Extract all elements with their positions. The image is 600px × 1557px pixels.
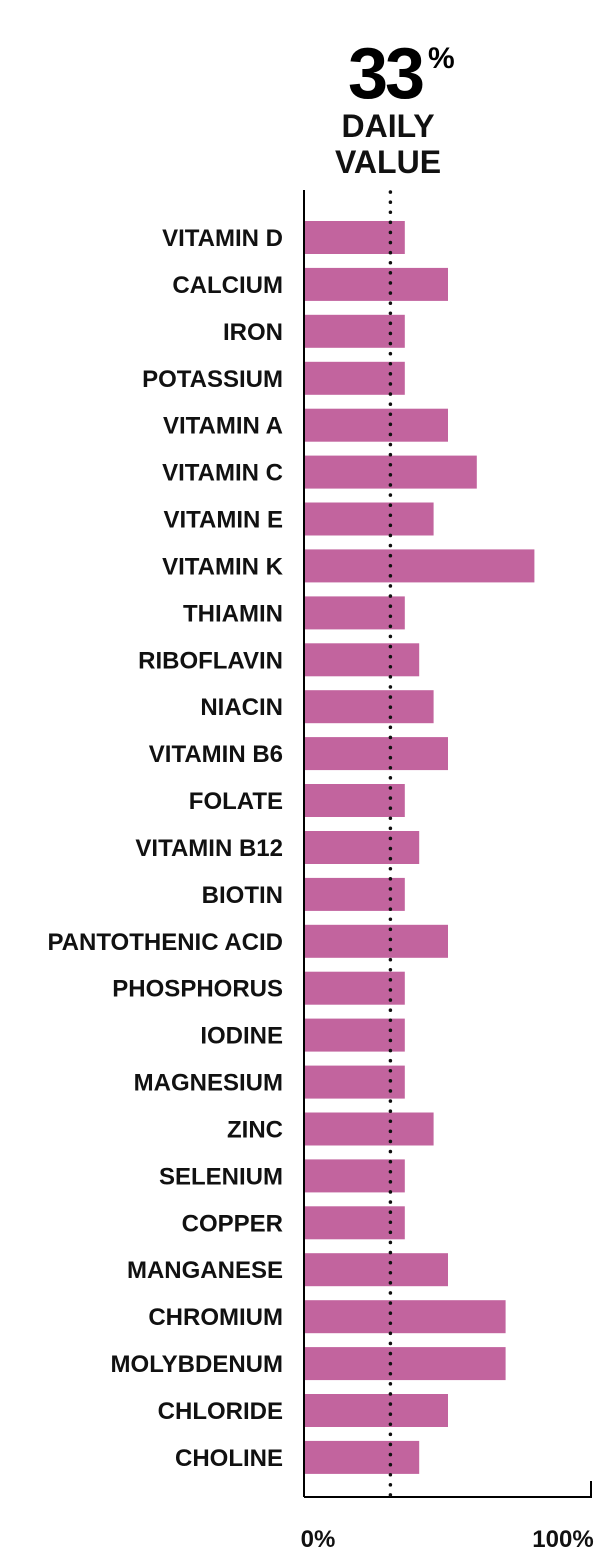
category-label-choline: CHOLINE	[175, 1445, 283, 1472]
bar-potassium	[304, 361, 405, 395]
bar-vitamin-a	[304, 408, 448, 442]
daily-value-caption-line1: DAILY	[341, 108, 434, 144]
x-tick-label-max: 100%	[532, 1526, 593, 1553]
bar-riboflavin	[304, 643, 420, 677]
category-label-molybdenum: MOLYBDENUM	[111, 1351, 283, 1378]
category-label-selenium: SELENIUM	[159, 1163, 283, 1190]
category-label-pantothenic-acid: PANTOTHENIC ACID	[47, 929, 283, 956]
category-label-iodine: IODINE	[200, 1023, 283, 1050]
bar-vitamin-b6	[304, 737, 448, 771]
category-label-vitamin-e: VITAMIN E	[163, 507, 283, 534]
bar-niacin	[304, 690, 434, 724]
category-label-vitamin-k: VITAMIN K	[162, 553, 284, 580]
category-label-vitamin-d: VITAMIN D	[162, 225, 283, 252]
bar-thiamin	[304, 596, 405, 630]
bar-molybdenum	[304, 1347, 506, 1381]
daily-value-header: 33 % DAILY VALUE	[335, 34, 455, 180]
category-label-chromium: CHROMIUM	[148, 1304, 283, 1331]
category-label-niacin: NIACIN	[200, 694, 283, 721]
daily-value-number: 33	[348, 34, 423, 114]
category-label-vitamin-b6: VITAMIN B6	[149, 741, 283, 768]
category-label-zinc: ZINC	[227, 1117, 283, 1144]
bar-magnesium	[304, 1065, 405, 1099]
bar-manganese	[304, 1253, 448, 1287]
bar-selenium	[304, 1159, 405, 1193]
bar-biotin	[304, 877, 405, 911]
category-label-riboflavin: RIBOFLAVIN	[138, 647, 283, 674]
bar-choline	[304, 1440, 420, 1474]
bar-calcium	[304, 267, 448, 301]
bar-zinc	[304, 1112, 434, 1146]
category-label-magnesium: MAGNESIUM	[134, 1070, 283, 1097]
bar-vitamin-k	[304, 549, 535, 583]
bar-iron	[304, 314, 405, 348]
category-label-chloride: CHLORIDE	[158, 1398, 283, 1425]
daily-value-caption-line2: VALUE	[335, 144, 441, 180]
bar-vitamin-b12	[304, 831, 420, 864]
bar-phosphorus	[304, 971, 405, 1005]
category-labels: VITAMIN D CALCIUM IRON POTASSIUM VITAMIN A VI…	[47, 225, 283, 1472]
bar-chromium	[304, 1300, 506, 1334]
category-label-calcium: CALCIUM	[172, 272, 283, 299]
bars-group	[304, 221, 535, 1474]
daily-value-unit: %	[428, 42, 455, 75]
bar-folate	[304, 784, 405, 817]
category-label-phosphorus: PHOSPHORUS	[112, 976, 283, 1003]
category-label-folate: FOLATE	[189, 788, 283, 815]
category-label-copper: COPPER	[182, 1210, 283, 1237]
category-label-vitamin-b12: VITAMIN B12	[135, 835, 283, 862]
bar-copper	[304, 1206, 405, 1240]
bar-pantothenic-acid	[304, 924, 448, 958]
category-label-thiamin: THIAMIN	[183, 600, 283, 627]
category-label-manganese: MANGANESE	[127, 1257, 283, 1284]
bar-chloride	[304, 1394, 448, 1427]
bar-iodine	[304, 1018, 405, 1052]
category-label-iron: IRON	[223, 319, 283, 346]
bar-vitamin-e	[304, 502, 434, 536]
bar-vitamin-d	[304, 221, 405, 254]
x-tick-label-min: 0%	[301, 1526, 336, 1553]
category-label-vitamin-a: VITAMIN A	[163, 413, 283, 440]
category-label-vitamin-c: VITAMIN C	[162, 460, 283, 487]
category-label-biotin: BIOTIN	[202, 882, 283, 909]
category-label-potassium: POTASSIUM	[142, 366, 283, 393]
bar-vitamin-c	[304, 455, 477, 489]
